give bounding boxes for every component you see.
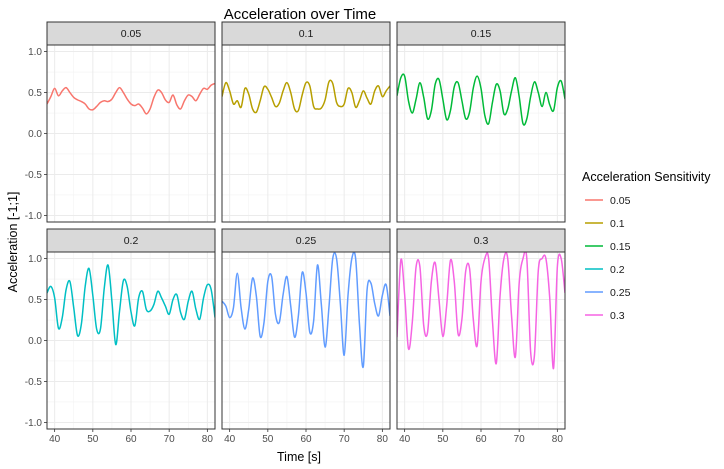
series-line [47, 264, 215, 346]
y-tick-label: 0.5 [28, 295, 42, 306]
x-tick-label: 60 [475, 434, 487, 445]
facet-panel: 0.2 -1.0 -0.5 0.0 0.5 1.0 40 50 60 70 80 [25, 228, 216, 445]
x-tick-label: 40 [49, 434, 61, 445]
y-tick-label: 0.0 [28, 129, 42, 140]
x-tick-label: 70 [339, 434, 351, 445]
x-axis-title: Time [s] [277, 450, 321, 464]
x-tick-label: 50 [437, 434, 449, 445]
legend-title: Acceleration Sensitivity [582, 170, 711, 184]
x-tick-label: 70 [164, 434, 176, 445]
x-tick-label: 80 [202, 434, 214, 445]
facet-panel: 0.15 [396, 21, 566, 223]
legend-label: 0.3 [610, 310, 625, 322]
legend-label: 0.25 [610, 287, 631, 299]
x-tick-label: 60 [125, 434, 137, 445]
facet-panel: 0.3 40 50 60 70 80 [396, 228, 566, 445]
series-line [397, 252, 565, 370]
y-tick-label: 0.5 [28, 88, 42, 99]
x-tick-label: 80 [552, 434, 564, 445]
x-tick-label: 60 [300, 434, 312, 445]
x-tick-label: 70 [514, 434, 526, 445]
facet-strip-label: 0.3 [474, 235, 489, 247]
facet-strip-label: 0.2 [124, 235, 139, 247]
facet-strip-label: 0.1 [299, 28, 314, 40]
legend-label: 0.2 [610, 264, 625, 276]
y-tick-label: -0.5 [25, 170, 43, 181]
x-tick-label: 50 [262, 434, 274, 445]
facet-strip-label: 0.15 [471, 28, 492, 40]
facet-strip-label: 0.05 [121, 28, 142, 40]
y-tick-label: 1.0 [28, 47, 42, 58]
facet-panel: 0.05 -1.0 -0.5 0.0 0.5 1.0 [25, 21, 216, 223]
panel-border [221, 44, 391, 223]
series-line [47, 82, 215, 115]
legend-label: 0.15 [610, 241, 631, 253]
x-tick-label: 80 [377, 434, 389, 445]
y-tick-label: -1.0 [25, 211, 43, 222]
panel-border [396, 44, 566, 223]
y-axis-title: Acceleration [-1;1] [6, 192, 20, 293]
legend: Acceleration Sensitivity 0.05 0.1 0.15 0.2 0… [582, 170, 711, 322]
y-tick-label: -0.5 [25, 377, 43, 388]
facet-strip-label: 0.25 [296, 235, 317, 247]
facet-panel: 0.1 [221, 21, 391, 223]
series-line [397, 73, 565, 126]
y-tick-label: 0.0 [28, 336, 42, 347]
legend-label: 0.1 [610, 218, 625, 230]
facet-panels: 0.05-1.0-0.50.00.51.00.1 0.150.2-1.0-0.50… [25, 21, 566, 445]
y-tick-label: 1.0 [28, 254, 42, 265]
x-tick-label: 40 [224, 434, 236, 445]
facet-panel: 0.25 40 50 60 70 80 [221, 228, 391, 445]
legend-label: 0.05 [610, 195, 631, 207]
x-tick-label: 40 [399, 434, 411, 445]
chart-title: Acceleration over Time [224, 6, 377, 23]
series-line [222, 79, 390, 114]
series-line [222, 252, 390, 369]
x-tick-label: 50 [87, 434, 99, 445]
y-tick-label: -1.0 [25, 418, 43, 429]
